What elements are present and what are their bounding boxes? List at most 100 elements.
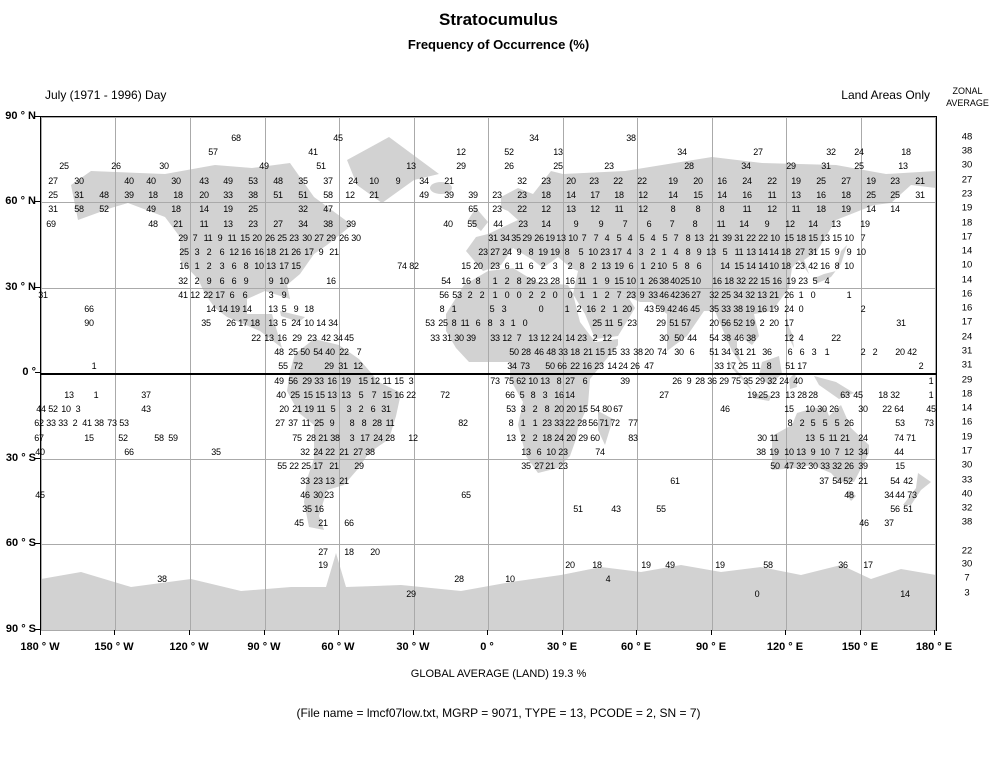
map-value: 8 (361, 418, 367, 428)
map-value: 10 (691, 276, 701, 286)
map-value: 19 (769, 447, 779, 457)
map-value: 0 (754, 589, 760, 599)
map-value: 3 (552, 261, 558, 271)
map-value: 3 (520, 404, 526, 414)
map-value: 30 (313, 490, 323, 500)
map-value: 1 (492, 290, 498, 300)
zonal-average-value: 38 (961, 145, 973, 157)
map-value: 5 (662, 233, 668, 243)
map-value: 3 (542, 390, 548, 400)
map-value: 0 (504, 290, 510, 300)
x-axis-tick (338, 630, 339, 635)
zonal-average-value: 14 (961, 402, 973, 414)
map-value: 19 (786, 276, 796, 286)
map-value: 32 (745, 290, 755, 300)
map-value: 2 (872, 347, 878, 357)
map-value: 32 (298, 204, 308, 214)
map-value: 2 (576, 304, 582, 314)
y-axis-tick (35, 201, 40, 202)
zonal-average-header: ZONAL AVERAGE (938, 85, 997, 109)
map-value: 49 (419, 190, 429, 200)
global-average-label: GLOBAL AVERAGE (LAND) 19.3 % (410, 668, 587, 680)
map-value: 48 (274, 347, 284, 357)
map-value: 27 (534, 461, 544, 471)
map-value: 7 (834, 447, 840, 457)
map-value: 25 (48, 190, 58, 200)
map-value: 15 (578, 404, 588, 414)
map-value: 13 (831, 219, 841, 229)
map-value: 5 (616, 233, 622, 243)
map-value: 73 (520, 361, 530, 371)
map-value: 9 (639, 290, 645, 300)
map-value: 27 (318, 547, 328, 557)
map-value: 13 (785, 390, 795, 400)
map-value: 25 (553, 161, 563, 171)
zonal-average-value: 24 (961, 331, 973, 343)
map-value: 35 (709, 304, 719, 314)
map-value: 23 (541, 176, 551, 186)
map-value: 6 (242, 290, 248, 300)
map-value: 13 (540, 376, 550, 386)
map-value: 6 (219, 276, 225, 286)
map-value: 14 (565, 390, 575, 400)
map-value: 21 (292, 404, 302, 414)
map-value: 27 (48, 176, 58, 186)
map-value: 54 (441, 276, 451, 286)
file-info-label: (File name = lmcf07low.txt, MGRP = 9071,… (296, 706, 701, 720)
map-value: 18 (304, 304, 314, 314)
map-value: 23 (626, 290, 636, 300)
y-axis-tick (35, 543, 40, 544)
map-value: 22 (517, 204, 527, 214)
map-value: 27 (753, 147, 763, 157)
latitude-gridline (41, 202, 936, 203)
map-value: 34 (741, 161, 751, 171)
map-value: 14 (199, 204, 209, 214)
map-value: 0 (567, 290, 573, 300)
map-value: 6 (475, 318, 481, 328)
y-axis-label: 30 ° S (5, 452, 36, 464)
map-value: 10 (844, 261, 854, 271)
map-value: 58 (763, 560, 773, 570)
zonal-average-value: 16 (961, 302, 973, 314)
map-value: 22 (565, 418, 575, 428)
map-value: 14 (866, 204, 876, 214)
map-value: 19 (223, 204, 233, 214)
map-value: 25 (314, 418, 324, 428)
map-value: 33 (490, 333, 500, 343)
map-value: 65 (461, 490, 471, 500)
map-value: 20 (566, 176, 576, 186)
map-value: 23 (558, 447, 568, 457)
map-value: 66 (344, 518, 354, 528)
map-value: 32 (826, 147, 836, 157)
map-value: 72 (293, 361, 303, 371)
x-axis-label: 90 ° E (695, 641, 727, 653)
map-value: 33 (714, 361, 724, 371)
map-value: 55 (656, 504, 666, 514)
map-value: 6 (696, 261, 702, 271)
map-value: 19 (866, 176, 876, 186)
map-value: 21 (915, 176, 925, 186)
map-value: 19 (715, 560, 725, 570)
map-value: 10 (304, 318, 314, 328)
map-value: 25 (59, 161, 69, 171)
map-value: 49 (665, 560, 675, 570)
map-value: 21 (339, 447, 349, 457)
map-value: 11 (316, 404, 326, 414)
map-value: 38 (330, 433, 340, 443)
map-value: 29 (292, 333, 302, 343)
map-value: 66 (505, 390, 515, 400)
map-value: 12 (541, 204, 551, 214)
zonal-average-value: 23 (961, 188, 973, 200)
map-value: 1 (798, 290, 804, 300)
map-value: 15 (607, 347, 617, 357)
map-value: 9 (810, 447, 816, 457)
map-value: 7 (673, 233, 679, 243)
map-value: 15 (693, 190, 703, 200)
map-value: 22 (251, 333, 261, 343)
map-value: 43 (611, 504, 621, 514)
map-value: 31 (442, 333, 452, 343)
map-value: 23 (538, 276, 548, 286)
map-value: 10 (626, 276, 636, 286)
map-value: 38 (633, 347, 643, 357)
map-value: 1 (451, 304, 457, 314)
